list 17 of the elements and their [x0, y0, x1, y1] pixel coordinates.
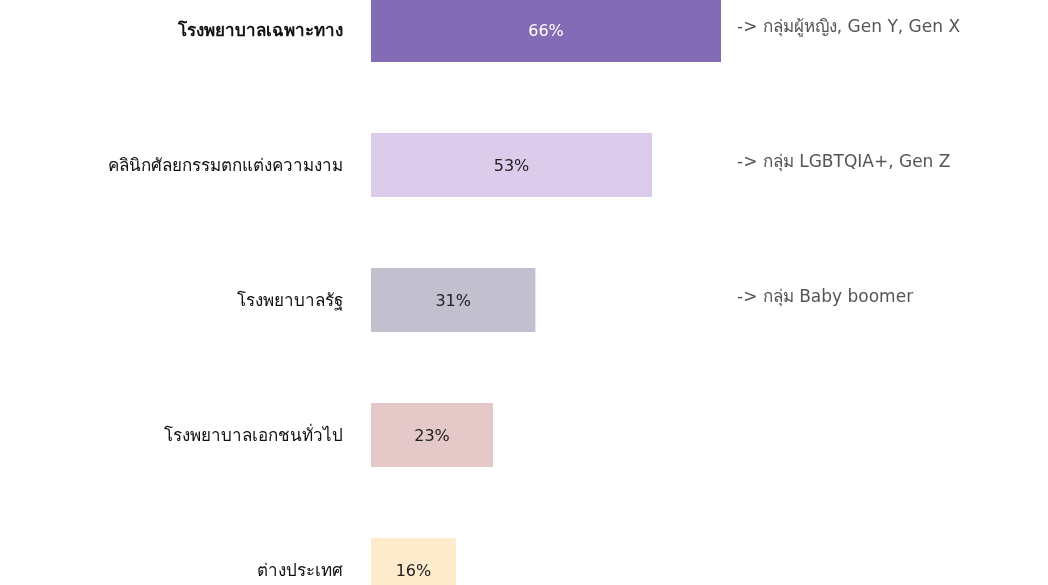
y-tick-label: โรงพยาบาลเอกชนทั่วไป [164, 423, 343, 445]
y-tick-label: ต่างประเทศ [257, 560, 343, 580]
bar [371, 0, 721, 62]
y-tick-label: โรงพยาบาลรัฐ [237, 290, 343, 311]
data-label: 16% [395, 560, 432, 580]
text: -> กลุ่มผู้หญิง, Gen Y, Gen X [737, 16, 961, 37]
bar [371, 268, 536, 332]
data-label: 53% [493, 155, 530, 175]
text: -> กลุ่ม LGBTQIA+, Gen Z [737, 151, 951, 172]
data-label: 23% [414, 425, 450, 445]
y-tick-label: โรงพยาบาลเฉพาะทาง [177, 20, 343, 40]
bar [371, 403, 493, 467]
data-label: 31% [435, 290, 471, 310]
data-label: 66% [528, 20, 564, 40]
y-tick-label: คลินิกศัลยกรรมตกแต่งความงาม [108, 155, 343, 175]
bar [371, 133, 653, 197]
text: -> กลุ่ม Baby boomer [737, 286, 914, 307]
